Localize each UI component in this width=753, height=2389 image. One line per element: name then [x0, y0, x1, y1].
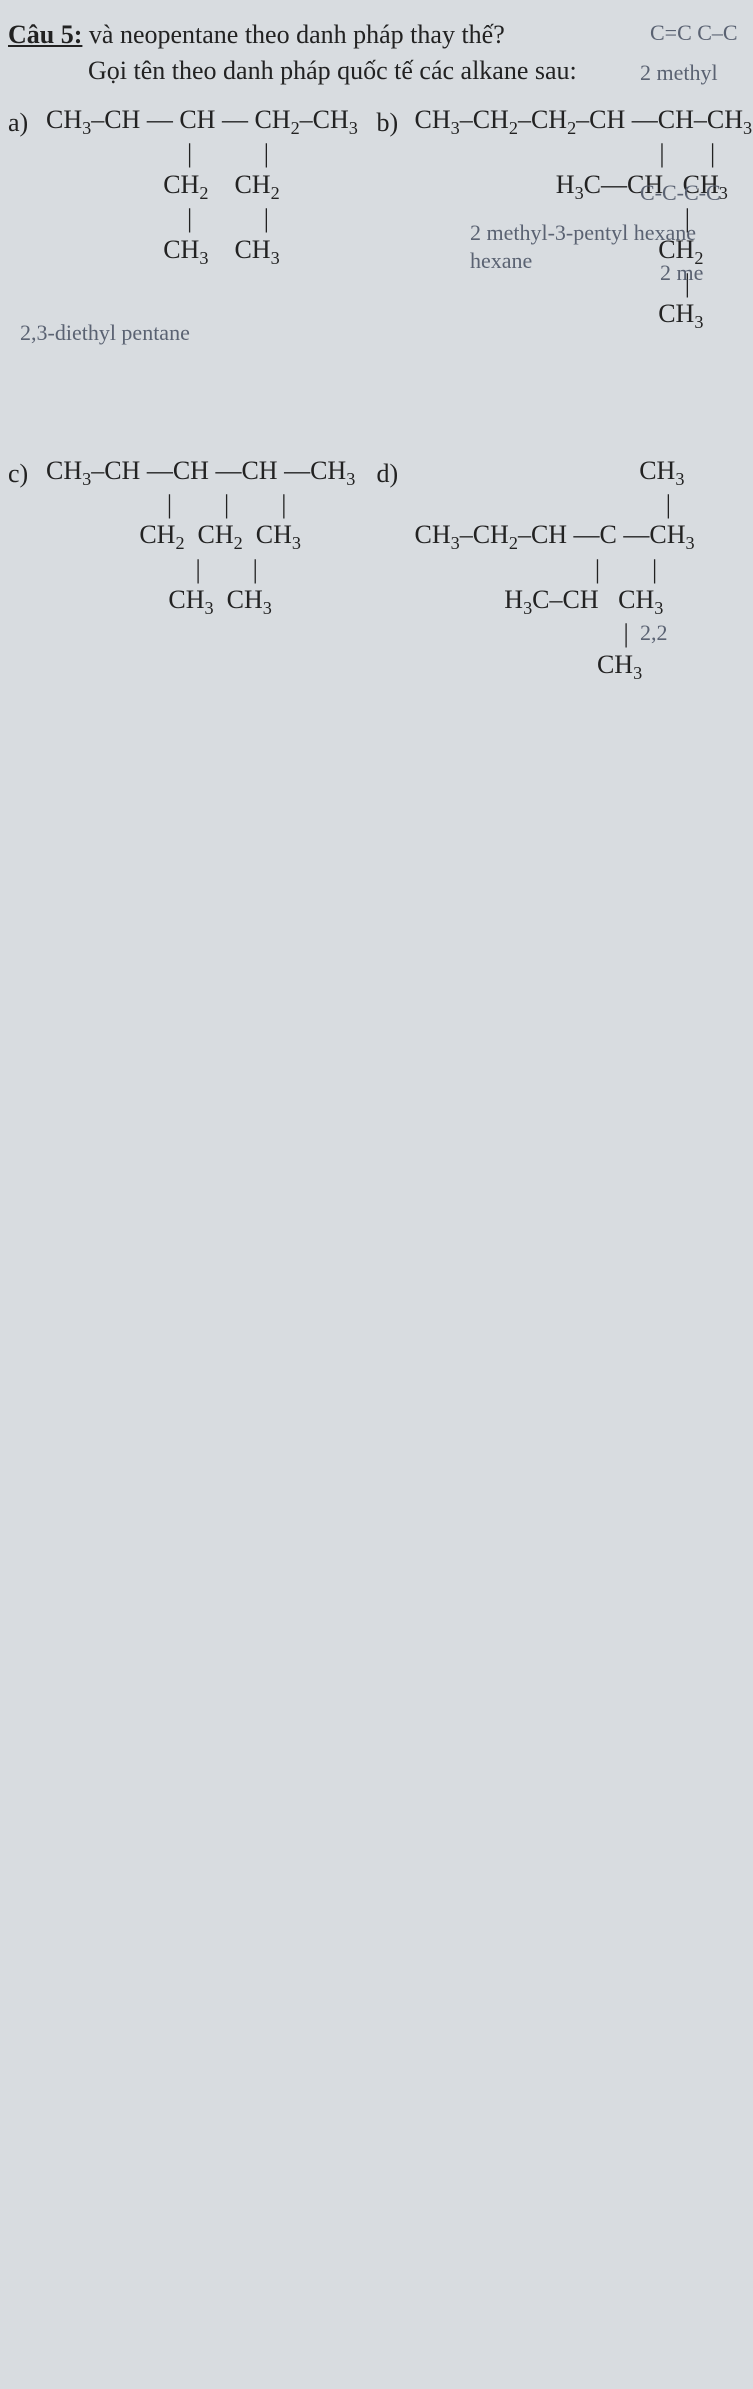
- handwriting-a: 2,3-diethyl pentane: [20, 320, 190, 346]
- option-a-formula: CH3–CH — CH — CH2–CH3 | | CH2 CH2 | | CH…: [46, 104, 358, 270]
- option-a-label: a): [8, 108, 36, 138]
- handwriting-b-line2: hexane: [470, 248, 532, 274]
- question-header: Câu 5: và neopentane theo danh pháp thay…: [8, 20, 745, 50]
- option-d-formula: CH3 | CH3–CH2–CH —C —CH3 | | H3C–CH CH3 …: [415, 455, 695, 686]
- question-number: Câu 5:: [8, 20, 82, 49]
- option-d: d) CH3 | CH3–CH2–CH —C —CH3 | | H3C–CH C…: [377, 455, 746, 686]
- option-d-label: d): [377, 459, 405, 489]
- option-a: a) CH3–CH — CH — CH2–CH3 | | CH2 CH2 | |…: [8, 104, 377, 270]
- option-c-formula: CH3–CH —CH —CH —CH3 | | | CH2 CH2 CH3 | …: [46, 455, 355, 621]
- side-scribble-2: 2 methyl: [640, 60, 718, 86]
- option-c-label: c): [8, 459, 36, 489]
- side-scribble-4: 2 me: [660, 260, 703, 286]
- handwriting-b: 2 methyl-3-pentyl hexane: [470, 220, 696, 246]
- side-scribble-3: C-C-C-C: [640, 180, 721, 206]
- worksheet-page: Câu 5: và neopentane theo danh pháp thay…: [0, 0, 753, 835]
- option-c: c) CH3–CH —CH —CH —CH3 | | | CH2 CH2 CH3…: [8, 455, 377, 621]
- side-scribble-1: C=C C–C: [650, 20, 738, 46]
- options-row-2: c) CH3–CH —CH —CH —CH3 | | | CH2 CH2 CH3…: [8, 455, 745, 686]
- handwriting-d: 2,2: [640, 620, 668, 646]
- question-stem-trailing: và neopentane theo danh pháp thay thế?: [89, 20, 505, 49]
- option-b-label: b): [377, 108, 405, 138]
